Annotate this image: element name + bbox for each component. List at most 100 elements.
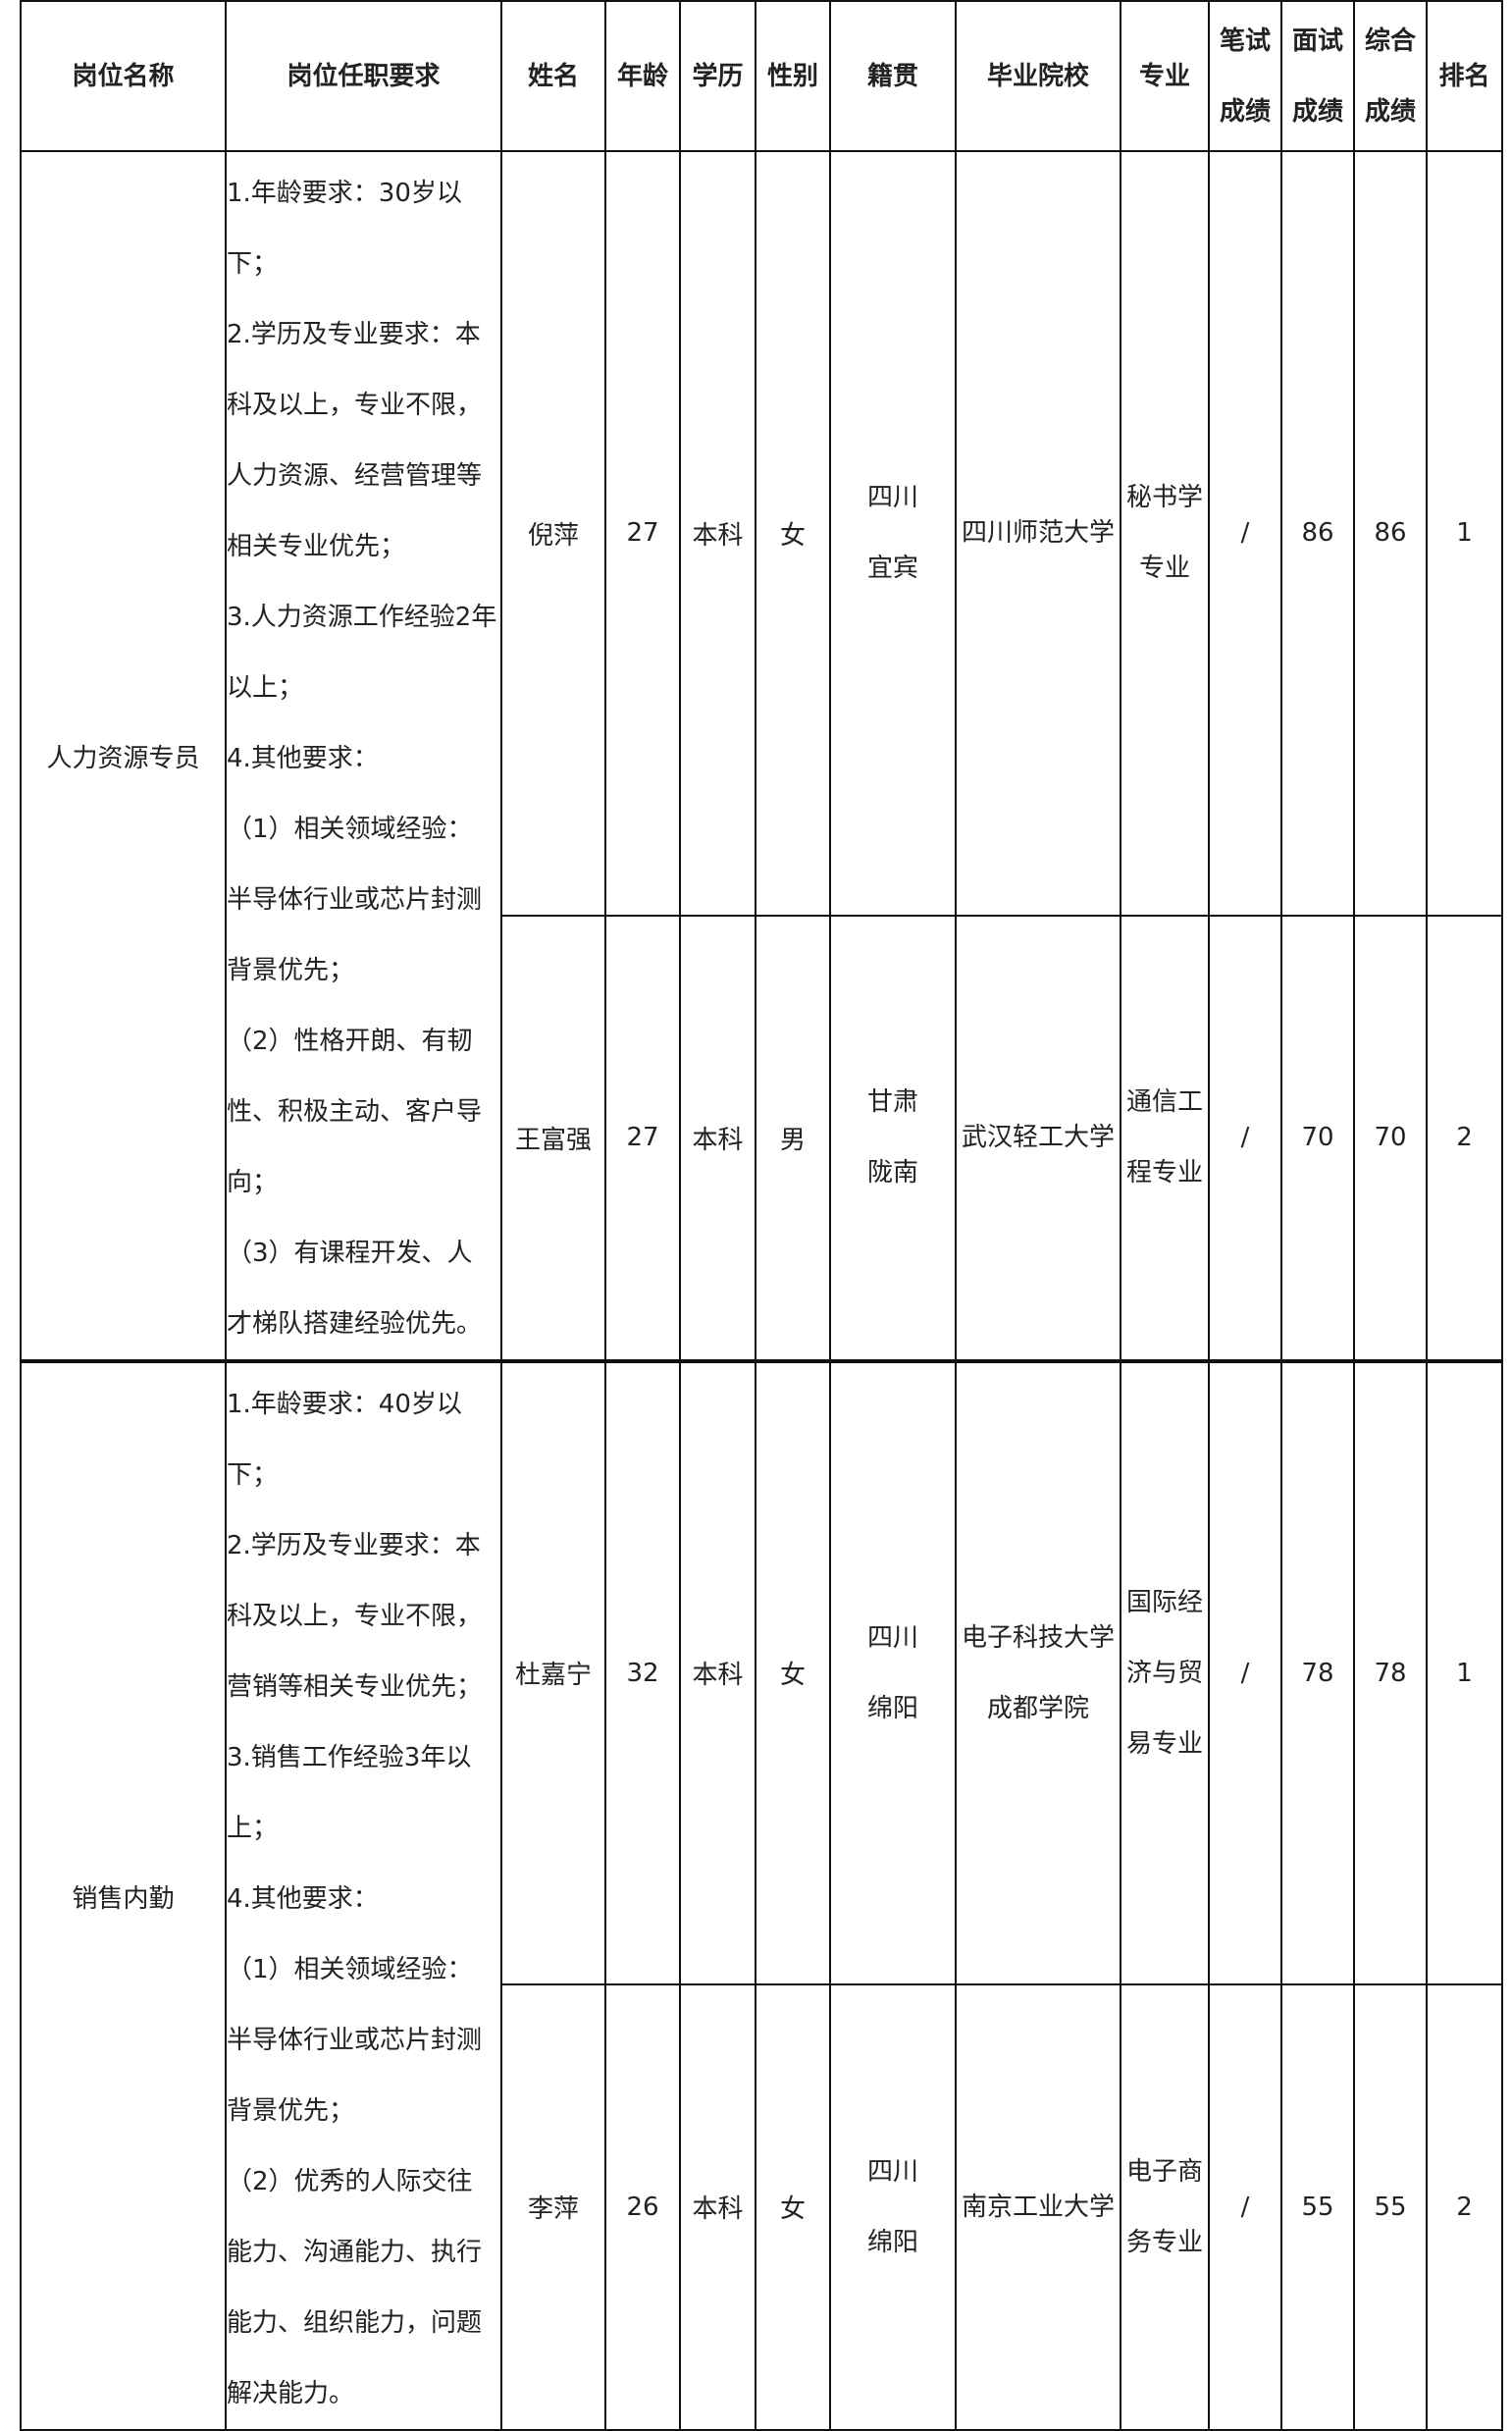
candidate-school: 南京工业大学 — [955, 1982, 1121, 2431]
interview-score: 70 — [1280, 914, 1355, 1363]
candidate-origin-line: 四川 — [866, 483, 918, 513]
candidate-school: 武汉轻工大学 — [955, 914, 1121, 1363]
position-requirements: 1.年龄要求：40岁以 下； 2.学历及专业要求：本 科及以上，专业不限， 营销等相关专… — [225, 1359, 502, 2431]
candidate-major: 通信工 程专业 — [1120, 914, 1210, 1363]
candidate-major-line: 易专业 — [1125, 1728, 1203, 1759]
position-requirements-line: 上； — [227, 1814, 279, 1843]
position-requirements-line: （1）相关领域经验： — [227, 1955, 473, 1984]
position-requirements-line: 科及以上，专业不限， — [227, 1602, 483, 1631]
candidate-age: 27 — [604, 914, 681, 1363]
candidate-school-line: 四川师范大学 — [961, 518, 1115, 549]
position-requirements-line: 人力资源、经营管理等 — [227, 461, 483, 491]
candidate-school: 电子科技大学 成都学院 — [955, 1359, 1121, 1985]
candidate-major: 秘书学 专业 — [1120, 150, 1210, 917]
written-score: / — [1208, 914, 1282, 1363]
position-requirements-line: （2）优秀的人际交往 — [227, 2167, 473, 2196]
header-written-score: 笔试成绩 — [1208, 0, 1282, 152]
rank: 2 — [1426, 914, 1503, 1363]
candidate-gender: 女 — [755, 1359, 831, 1985]
candidate-name: 倪萍 — [500, 150, 606, 917]
candidate-major-line: 专业 — [1138, 554, 1190, 584]
candidate-school-line: 成都学院 — [986, 1693, 1089, 1723]
interview-score: 78 — [1280, 1359, 1355, 1985]
candidate-origin-line: 陇南 — [866, 1158, 918, 1189]
candidate-origin-line: 甘肃 — [866, 1087, 918, 1118]
candidate-education: 本科 — [679, 1982, 756, 2431]
position-requirements-line: 能力、组织能力，问题 — [227, 2308, 483, 2338]
header-name: 姓名 — [500, 0, 606, 152]
position-requirements-line: 4.其他要求： — [227, 744, 379, 773]
position-requirements-line: 能力、沟通能力、执行 — [227, 2238, 483, 2267]
total-score: 86 — [1353, 150, 1428, 917]
position-requirements-line: 解决能力。 — [227, 2379, 355, 2408]
table-row: 人力资源专员 1.年龄要求：30岁以 下； 2.学历及专业要求：本 科及以上，专业不限，… — [20, 150, 1503, 1362]
position-requirements-line: 营销等相关专业优先； — [227, 1672, 483, 1702]
rank: 1 — [1426, 150, 1503, 917]
candidate-major-line: 通信工 — [1125, 1087, 1203, 1118]
header-major: 专业 — [1120, 0, 1210, 152]
candidate-origin-line: 四川 — [866, 1622, 918, 1653]
candidate-name: 杜嘉宁 — [500, 1359, 606, 1985]
candidate-major-line: 秘书学 — [1125, 483, 1203, 513]
interview-score: 55 — [1280, 1982, 1355, 2431]
candidate-major: 电子商 务专业 — [1120, 1982, 1210, 2431]
position-requirements: 1.年龄要求：30岁以 下； 2.学历及专业要求：本 科及以上，专业不限， 人力资源、经… — [225, 150, 502, 1362]
candidate-origin-line: 绵阳 — [866, 2227, 918, 2257]
position-requirements-line: 3.销售工作经验3年以 — [227, 1743, 472, 1772]
header-position: 岗位名称 — [20, 0, 227, 152]
position-requirements-line: 1.年龄要求：30岁以 — [227, 179, 462, 208]
candidate-school-line: 南京工业大学 — [961, 2192, 1115, 2222]
total-score: 55 — [1353, 1982, 1428, 2431]
position-requirements-line: （2）性格开朗、有韧 — [227, 1027, 473, 1056]
candidate-school-line: 武汉轻工大学 — [961, 1123, 1115, 1153]
position-requirements-line: 1.年龄要求：40岁以 — [227, 1390, 462, 1419]
candidate-major-line: 务专业 — [1125, 2227, 1203, 2257]
position-requirements-line: （3）有课程开发、人 — [227, 1239, 473, 1268]
candidate-age: 32 — [604, 1359, 681, 1985]
candidate-major: 国际经 济与贸 易专业 — [1120, 1359, 1210, 1985]
header-origin: 籍贯 — [829, 0, 957, 152]
position-requirements-line: 以上； — [227, 673, 304, 703]
header-requirements: 岗位任职要求 — [225, 0, 502, 152]
position-requirements-line: 相关专业优先； — [227, 532, 406, 561]
position-requirements-line: 3.人力资源工作经验2年 — [227, 603, 497, 632]
candidate-origin-line: 四川 — [866, 2156, 918, 2187]
candidate-origin: 四川 绵阳 — [829, 1359, 957, 1985]
candidate-origin: 甘肃 陇南 — [829, 914, 957, 1363]
position-requirements-line: 科及以上，专业不限， — [227, 391, 483, 420]
position-name: 人力资源专员 — [20, 150, 227, 1362]
candidate-gender: 女 — [755, 150, 831, 917]
table-row: 销售内勤 1.年龄要求：40岁以 下； 2.学历及专业要求：本 科及以上，专业不限， 营销… — [20, 1359, 1503, 2431]
table-row: 王富强 27 本科男甘肃 陇南 武汉轻工大学 通信工 程专业/70 70 2 — [21, 914, 1503, 1363]
position-requirements-line: 2.学历及专业要求：本 — [227, 1531, 481, 1560]
position-name: 销售内勤 — [20, 1359, 227, 2431]
candidate-name: 王富强 — [500, 914, 606, 1363]
header-school: 毕业院校 — [955, 0, 1121, 152]
candidate-school-line: 电子科技大学 — [961, 1622, 1115, 1653]
rank: 1 — [1426, 1359, 1503, 1985]
candidate-major-line: 程专业 — [1125, 1158, 1203, 1189]
candidate-name: 李萍 — [500, 1982, 606, 2431]
candidate-education: 本科 — [679, 150, 756, 917]
results-table: 岗位名称 岗位任职要求 姓名 年龄 学历 性别 籍贯 毕业院校 专业 笔试成绩 … — [20, 0, 1503, 2431]
header-row: 岗位名称 岗位任职要求 姓名 年龄 学历 性别 籍贯 毕业院校 专业 笔试成绩 … — [20, 0, 1503, 152]
position-requirements-line: 性、积极主动、客户导 — [227, 1097, 483, 1127]
position-requirements-line: 半导体行业或芯片封测 — [227, 885, 483, 915]
header-total-score: 综合成绩 — [1353, 0, 1428, 152]
candidate-origin: 四川 宜宾 — [829, 150, 957, 917]
candidate-education: 本科 — [679, 1359, 756, 1985]
candidate-education: 本科 — [679, 914, 756, 1363]
position-requirements-line: （1）相关领域经验： — [227, 815, 473, 844]
header-age: 年龄 — [604, 0, 681, 152]
table-row: 李萍 26 本科女四川 绵阳 南京工业大学 电子商 务专业/55 55 2 — [21, 1982, 1503, 2431]
position-requirements-line: 才梯队搭建经验优先。 — [227, 1309, 483, 1339]
header-gender: 性别 — [755, 0, 831, 152]
total-score: 78 — [1353, 1359, 1428, 1985]
position-requirements-line: 向； — [227, 1168, 279, 1197]
total-score: 70 — [1353, 914, 1428, 1363]
candidate-origin-line: 绵阳 — [866, 1693, 918, 1723]
header-interview-score: 面试成绩 — [1280, 0, 1355, 152]
position-requirements-line: 下； — [227, 1460, 279, 1490]
header-education: 学历 — [679, 0, 756, 152]
written-score: / — [1208, 150, 1282, 917]
